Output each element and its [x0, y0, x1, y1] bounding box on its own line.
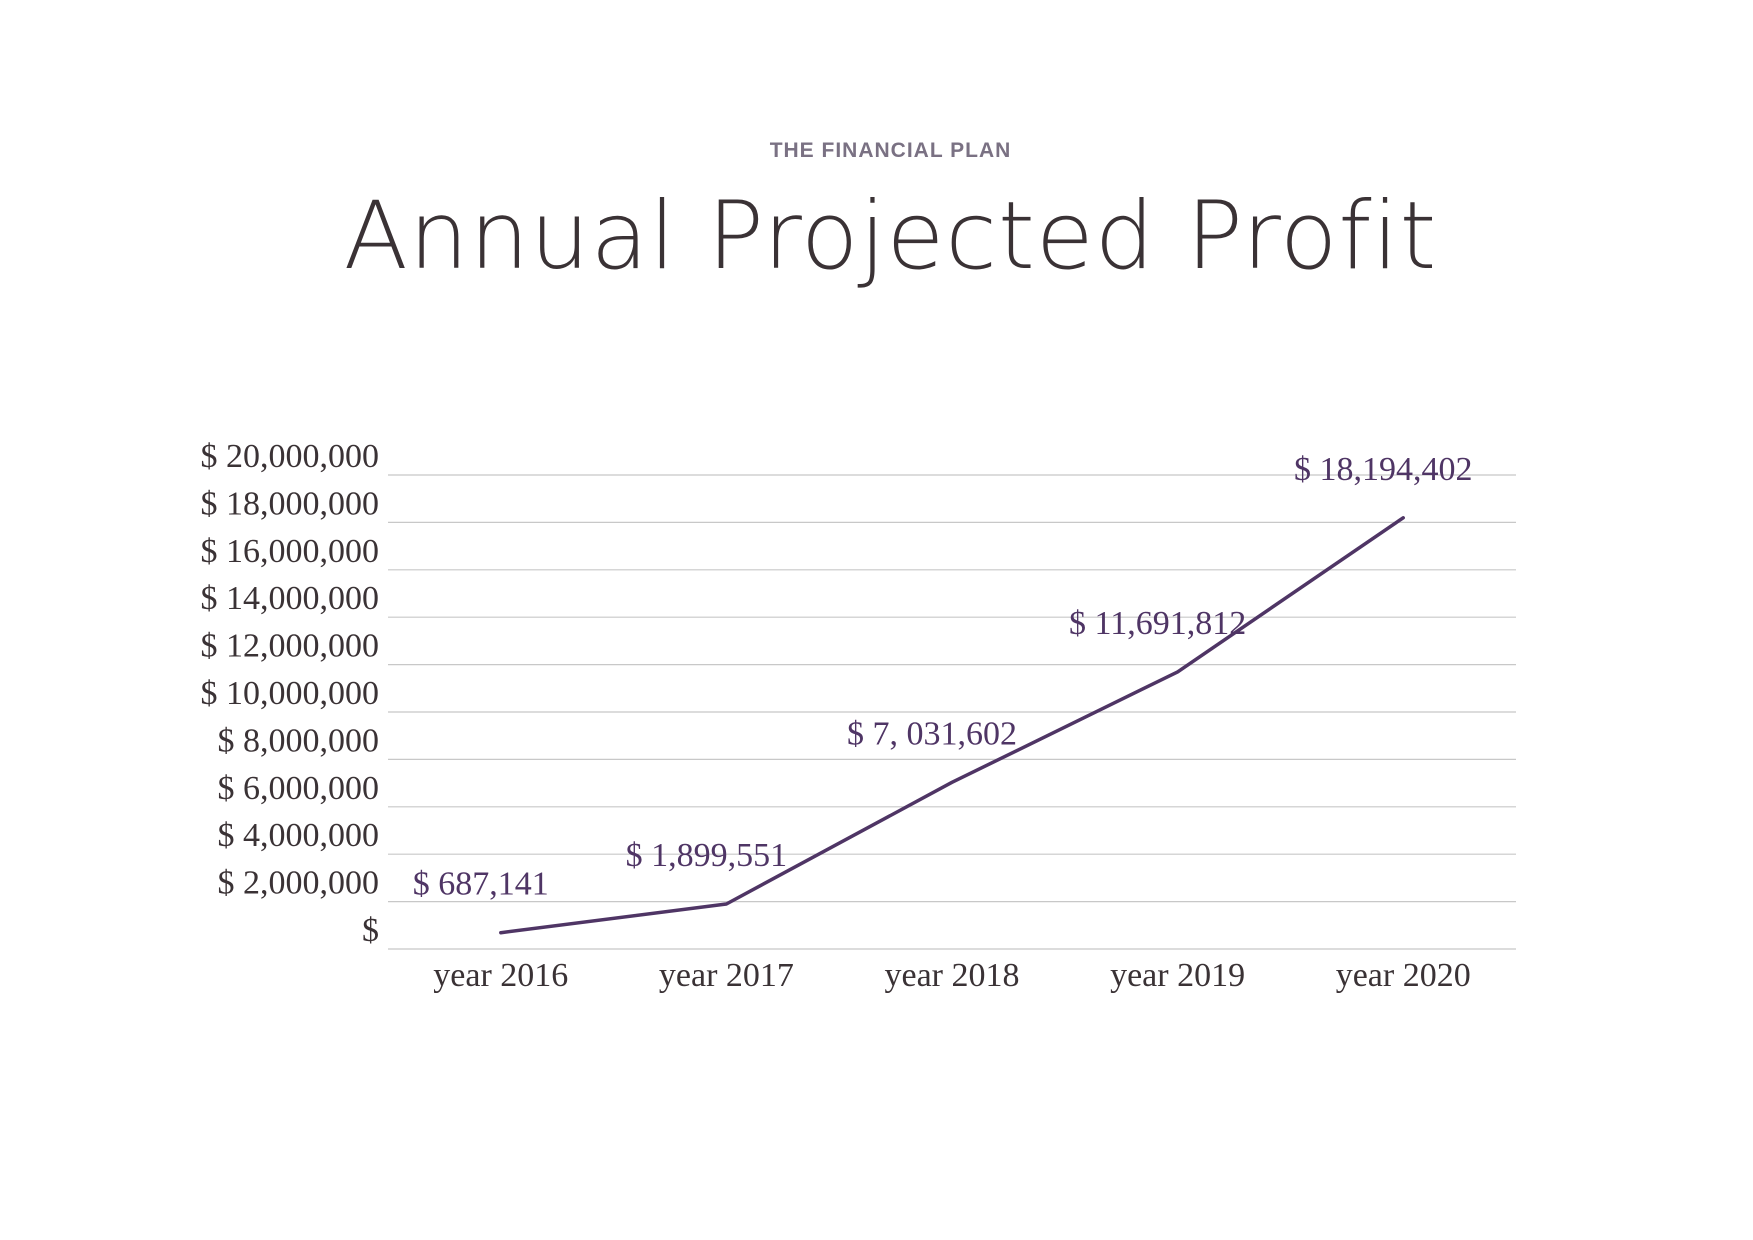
y-tick-label: $ 4,000,000 [218, 817, 380, 854]
data-label: $ 18,194,402 [1294, 451, 1473, 488]
page-title: Annual Projected Profit [343, 182, 1438, 291]
y-tick-label: $ 14,000,000 [201, 580, 380, 617]
data-label: $ 687,141 [413, 866, 549, 903]
data-labels: $ 687,141 $ 1,899,551 $ 7, 031,602 $ 11,691… [413, 451, 1473, 903]
y-tick-label: $ [362, 912, 379, 949]
x-tick-label: year 2016 [433, 957, 568, 994]
y-tick-label: $ 12,000,000 [201, 628, 380, 665]
x-tick-label: year 2020 [1336, 957, 1471, 994]
x-tick-label: year 2018 [884, 957, 1019, 994]
y-tick-label: $ 6,000,000 [218, 770, 380, 807]
data-label: $ 11,691,812 [1069, 605, 1246, 642]
y-tick-label: $ 20,000,000 [201, 438, 380, 475]
y-tick-label: $ 2,000,000 [218, 865, 380, 902]
x-tick-label: year 2019 [1110, 957, 1245, 994]
section-kicker: THE FINANCIAL PLAN [769, 139, 1012, 162]
y-tick-label: $ 18,000,000 [201, 485, 380, 522]
series-layer [499, 516, 1405, 935]
y-tick-label: $ 10,000,000 [201, 675, 380, 712]
data-label: $ 7, 031,602 [847, 715, 1017, 752]
y-tick-label: $ 8,000,000 [218, 722, 380, 759]
y-axis-tick-labels: $ $ 2,000,000 $ 4,000,000 $ 6,000,000 $ 8,00… [201, 438, 380, 949]
x-tick-label: year 2017 [659, 957, 794, 994]
gridlines [388, 474, 1516, 950]
x-axis-tick-labels: year 2016 year 2017 year 2018 year 2019 year… [433, 957, 1470, 994]
y-tick-label: $ 16,000,000 [201, 533, 380, 570]
data-label: $ 1,899,551 [626, 837, 788, 874]
